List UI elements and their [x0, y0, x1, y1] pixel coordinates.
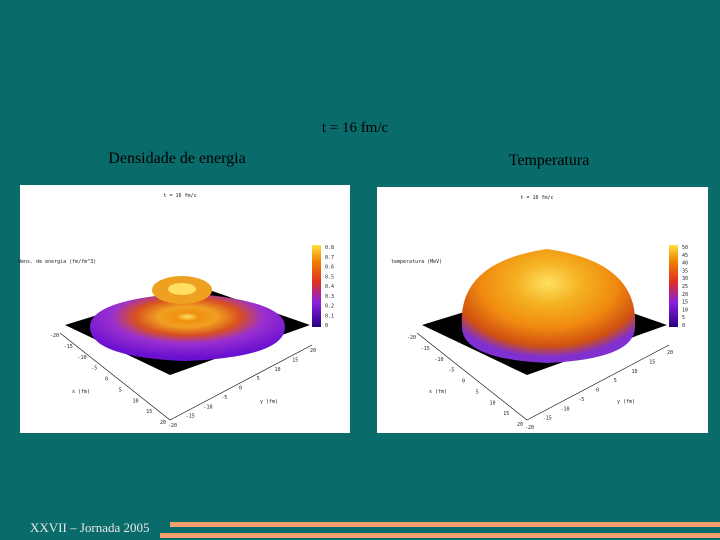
x-tick-label: 0 — [105, 377, 108, 383]
colorbar-tick-label: 0 — [682, 323, 685, 329]
y-label: y (fm) — [260, 399, 278, 405]
x-tick-label: -15 — [64, 344, 73, 350]
x-tick-label: 10 — [133, 398, 139, 404]
colorbar-tick-label: 0.4 — [325, 284, 334, 290]
x-label: x (fm) — [72, 389, 90, 395]
y-tick-label: 0 — [239, 386, 242, 392]
footer-bar — [170, 522, 720, 527]
y-tick-label: 20 — [310, 348, 316, 354]
z-label: dens. de energia (fm/fm^3) — [18, 259, 96, 265]
x-tick-label: -5 — [448, 368, 454, 374]
colorbar-tick-label: 15 — [682, 300, 688, 306]
axis-line — [169, 344, 313, 421]
x-tick-label: -10 — [435, 357, 444, 363]
y-tick-label: -15 — [543, 416, 552, 422]
colorbar-tick-label: 0.6 — [325, 265, 334, 271]
axis-line — [526, 344, 670, 421]
colorbar-tick-label: 0.7 — [325, 255, 334, 261]
z-label: temperatura (MeV) — [391, 259, 442, 265]
y-tick-label: -20 — [168, 423, 177, 429]
x-tick-label: 20 — [517, 422, 523, 428]
colorbar-tick-label: 0.3 — [325, 294, 334, 300]
colorbar-tick-label: 10 — [682, 307, 688, 313]
y-label: y (fm) — [617, 399, 635, 405]
x-tick-label: 0 — [462, 379, 465, 385]
footer-bar — [160, 533, 720, 538]
x-tick-label: 20 — [160, 420, 166, 426]
x-tick-label: -5 — [91, 366, 97, 372]
y-tick-label: 15 — [292, 357, 298, 363]
colorbar-tick-label: 35 — [682, 268, 688, 274]
y-tick-label: -10 — [561, 406, 570, 412]
y-tick-label: -10 — [204, 404, 213, 410]
plot-title: t = 16 fm/c — [163, 193, 196, 199]
y-tick-label: 10 — [275, 367, 281, 373]
colorbar — [669, 245, 678, 327]
colorbar-tick-label: 45 — [682, 253, 688, 259]
panel-heading: Temperatura — [509, 152, 590, 169]
axis-line — [59, 332, 171, 421]
x-tick-label: -20 — [407, 335, 416, 341]
x-tick-label: 5 — [476, 389, 479, 395]
colorbar — [312, 245, 321, 327]
y-tick-label: 0 — [596, 388, 599, 394]
colorbar-tick-label: 0.1 — [325, 313, 334, 319]
colorbar-tick-label: 50 — [682, 245, 688, 251]
slide-title: t = 16 fm/c — [322, 120, 389, 136]
plot-image: t = 16 fm/c temperatura (MeV) x (fm) y (… — [377, 187, 708, 433]
axis-line — [416, 332, 528, 421]
footer-text: XXVII – Jornada 2005 — [30, 520, 150, 535]
x-tick-label: -10 — [78, 355, 87, 361]
colorbar-tick-label: 40 — [682, 261, 688, 267]
colorbar-tick-label: 0.5 — [325, 274, 334, 280]
colorbar-tick-label: 5 — [682, 315, 685, 321]
y-tick-label: -15 — [186, 414, 195, 420]
y-tick-label: 5 — [614, 378, 617, 384]
y-tick-label: -5 — [221, 395, 227, 401]
x-label: x (fm) — [429, 389, 447, 395]
colorbar-tick-label: 30 — [682, 276, 688, 282]
colorbar-tick-label: 0.2 — [325, 304, 334, 310]
panel-heading: Densidade de energia — [108, 150, 245, 167]
y-tick-label: 20 — [667, 350, 673, 356]
colorbar-tick-label: 0 — [325, 323, 328, 329]
x-tick-label: 5 — [119, 387, 122, 393]
x-tick-label: -15 — [421, 346, 430, 352]
surface — [168, 283, 196, 295]
colorbar-tick-label: 0.8 — [325, 245, 334, 251]
x-tick-label: 10 — [490, 400, 496, 406]
surface — [90, 293, 285, 361]
x-tick-label: 15 — [503, 411, 509, 417]
colorbar-tick-label: 20 — [682, 292, 688, 298]
x-tick-label: 15 — [146, 409, 152, 415]
y-tick-label: 5 — [257, 376, 260, 382]
plot-image: t = 16 fm/c dens. de energia (fm/fm^3) x… — [18, 185, 350, 433]
y-tick-label: 10 — [632, 369, 638, 375]
x-tick-label: -20 — [50, 333, 59, 339]
y-tick-label: 15 — [649, 359, 655, 365]
y-tick-label: -5 — [578, 397, 584, 403]
plot-title: t = 16 fm/c — [520, 195, 553, 201]
colorbar-tick-label: 25 — [682, 284, 688, 290]
y-tick-label: -20 — [525, 425, 534, 431]
surface — [461, 249, 636, 363]
